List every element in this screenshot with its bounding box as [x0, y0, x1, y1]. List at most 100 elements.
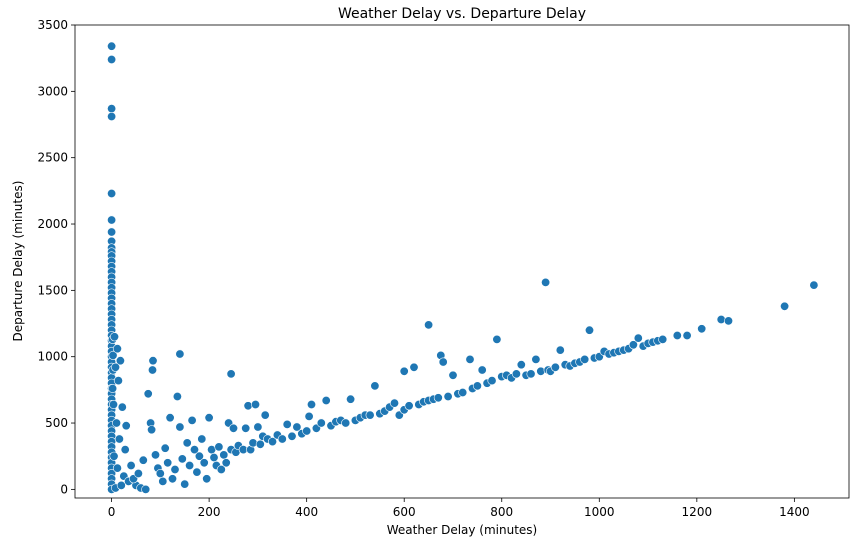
data-point — [399, 366, 409, 376]
data-point — [809, 280, 819, 290]
data-point — [194, 451, 204, 461]
data-point — [282, 419, 292, 429]
data-point — [321, 395, 331, 405]
y-tick-label: 1500 — [37, 283, 68, 297]
data-point — [133, 468, 143, 478]
data-point — [112, 463, 122, 473]
data-point — [584, 325, 594, 335]
x-tick-label: 800 — [490, 505, 513, 519]
data-point — [682, 330, 692, 340]
data-point — [172, 391, 182, 401]
data-point — [526, 369, 536, 379]
y-axis-label: Departure Delay (minutes) — [11, 181, 25, 342]
y-axis-ticks: 0 500 1000 1500 2000 2500 3000 3500 — [37, 18, 75, 496]
data-point — [148, 356, 158, 366]
data-point — [477, 365, 487, 375]
data-point — [780, 301, 790, 311]
y-tick-label: 2500 — [37, 151, 68, 165]
data-point — [302, 426, 312, 436]
data-point — [438, 357, 448, 367]
data-point — [107, 104, 117, 114]
data-point — [107, 112, 117, 122]
data-point — [389, 398, 399, 408]
data-point — [163, 458, 173, 468]
data-point — [516, 360, 526, 370]
data-point — [113, 376, 123, 386]
chart-title: Weather Delay vs. Departure Delay — [338, 6, 586, 22]
y-tick-label: 0 — [60, 482, 68, 496]
data-point — [185, 460, 195, 470]
data-point — [251, 399, 261, 409]
data-point — [248, 438, 258, 448]
data-point — [160, 443, 170, 453]
data-point — [112, 344, 122, 354]
data-point — [241, 423, 251, 433]
y-tick-label: 3000 — [37, 84, 68, 98]
data-point — [221, 458, 231, 468]
data-point — [175, 422, 185, 432]
data-point — [633, 333, 643, 343]
data-point — [120, 445, 130, 455]
x-tick-label: 400 — [295, 505, 318, 519]
data-point — [465, 354, 475, 364]
data-point — [536, 366, 546, 376]
data-point — [404, 401, 414, 411]
plot-background — [75, 25, 849, 498]
data-point — [255, 439, 265, 449]
data-point — [672, 330, 682, 340]
data-points — [107, 41, 819, 494]
data-point — [443, 391, 453, 401]
data-point — [115, 356, 125, 366]
y-tick-label: 3500 — [37, 18, 68, 32]
data-point — [658, 334, 668, 344]
data-point — [260, 410, 270, 420]
data-point — [370, 381, 380, 391]
data-point — [117, 402, 127, 412]
data-point — [155, 468, 165, 478]
data-point — [190, 445, 200, 455]
data-point — [253, 422, 263, 432]
data-point — [628, 340, 638, 350]
data-point — [143, 389, 153, 399]
data-point — [180, 479, 190, 489]
data-point — [109, 451, 119, 461]
data-point — [112, 418, 122, 428]
data-point — [151, 450, 161, 460]
data-point — [541, 277, 551, 287]
data-point — [175, 349, 185, 359]
data-point — [243, 401, 253, 411]
data-point — [716, 314, 726, 324]
data-point — [424, 320, 434, 330]
data-point — [199, 458, 209, 468]
data-point — [267, 437, 277, 447]
data-point — [141, 484, 151, 494]
y-tick-label: 2000 — [37, 217, 68, 231]
data-point — [219, 450, 229, 460]
data-point — [148, 365, 158, 375]
x-axis-ticks: 0 200 400 600 800 1000 1200 1400 — [108, 498, 810, 519]
data-point — [138, 455, 148, 465]
x-tick-label: 200 — [198, 505, 221, 519]
data-point — [126, 460, 136, 470]
data-point — [109, 399, 119, 409]
y-tick-label: 500 — [45, 416, 68, 430]
data-point — [168, 474, 178, 484]
data-point — [192, 467, 202, 477]
data-point — [292, 422, 302, 432]
data-point — [580, 354, 590, 364]
data-point — [197, 434, 207, 444]
data-point — [306, 399, 316, 409]
y-tick-label: 1000 — [37, 350, 68, 364]
data-point — [409, 362, 419, 372]
data-point — [226, 369, 236, 379]
plot-frame — [74, 24, 850, 499]
data-point — [147, 425, 157, 435]
x-axis-label: Weather Delay (minutes) — [387, 523, 538, 537]
data-point — [365, 410, 375, 420]
data-point — [214, 442, 224, 452]
data-point — [204, 413, 214, 423]
data-point — [121, 421, 131, 431]
data-point — [202, 474, 212, 484]
data-point — [107, 41, 117, 51]
data-point — [177, 454, 187, 464]
